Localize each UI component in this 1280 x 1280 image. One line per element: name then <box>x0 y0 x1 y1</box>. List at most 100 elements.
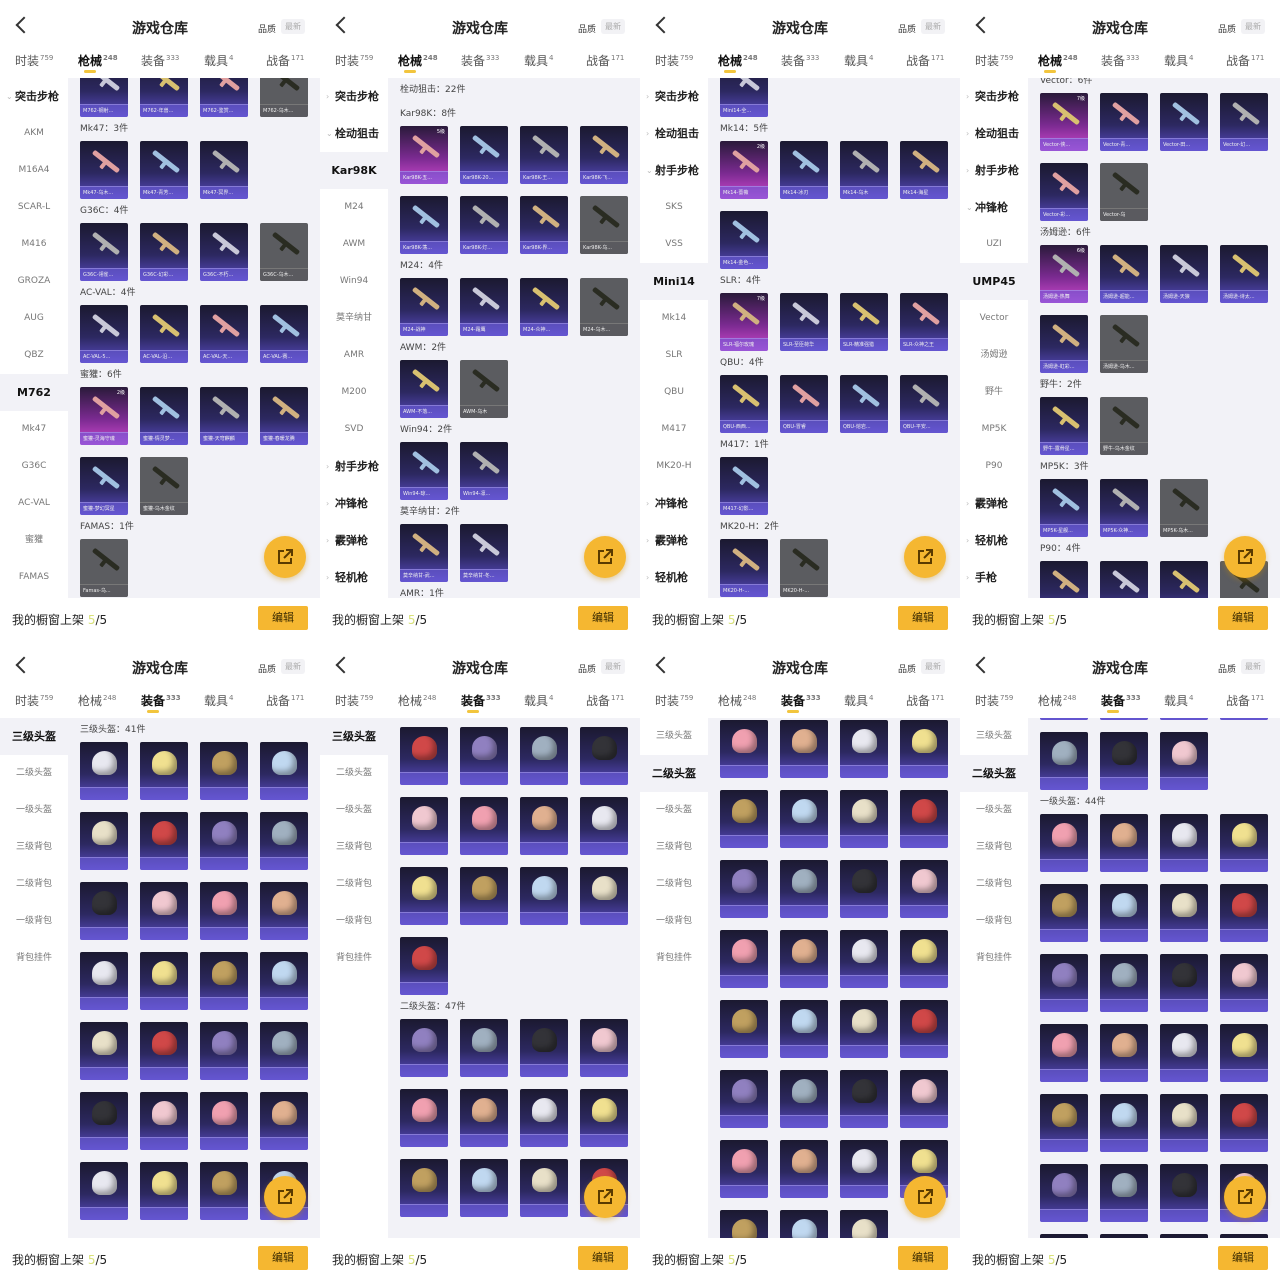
weapon-skin-item[interactable]: MP5K-星舰... <box>1040 479 1088 537</box>
helmet-item[interactable] <box>780 1070 828 1128</box>
weapon-skin-item[interactable]: M762-鉴赏... <box>200 78 248 117</box>
helmet-item[interactable] <box>580 1089 628 1147</box>
helmet-item[interactable] <box>1100 1164 1148 1222</box>
sort-newest-button[interactable]: 最新 <box>281 19 305 34</box>
helmet-item[interactable] <box>780 860 828 918</box>
helmet-item[interactable] <box>1040 732 1088 790</box>
helmet-item[interactable] <box>720 1000 768 1058</box>
tab-0[interactable]: 时装759 <box>15 692 53 709</box>
tab-2[interactable]: 装备333 <box>781 692 821 713</box>
sidebar-item[interactable]: M762 <box>0 374 68 411</box>
helmet-item[interactable] <box>140 1162 188 1220</box>
sidebar-item[interactable]: FAMAS <box>0 559 68 596</box>
helmet-item[interactable] <box>900 790 948 848</box>
sidebar-item[interactable]: MK20-H <box>640 448 708 485</box>
sidebar-item[interactable]: Kar98K <box>320 152 388 189</box>
helmet-item[interactable] <box>260 1022 308 1080</box>
helmet-item[interactable] <box>520 727 568 785</box>
sidebar-item[interactable]: Mk47 <box>0 411 68 448</box>
weapon-skin-item[interactable]: 5级 Kar98K-五... <box>400 126 448 184</box>
weapon-skin-item[interactable]: 蜜獾-乌木金纹 <box>140 457 188 515</box>
sidebar-item[interactable]: AUG <box>0 300 68 337</box>
helmet-item[interactable] <box>900 1070 948 1128</box>
helmet-item[interactable] <box>200 812 248 870</box>
helmet-item[interactable] <box>780 930 828 988</box>
weapon-skin-item[interactable]: M762-钢射... <box>80 78 128 117</box>
helmet-item[interactable] <box>840 1070 888 1128</box>
helmet-item[interactable] <box>900 1000 948 1058</box>
helmet-item[interactable] <box>720 720 768 778</box>
helmet-item[interactable] <box>520 1089 568 1147</box>
helmet-item[interactable] <box>80 882 128 940</box>
helmet-item[interactable] <box>840 930 888 988</box>
helmet-item[interactable] <box>200 1092 248 1150</box>
share-button[interactable] <box>584 1176 626 1218</box>
helmet-item[interactable] <box>140 952 188 1010</box>
sidebar-item[interactable]: 一级背包 <box>960 903 1028 940</box>
share-button[interactable] <box>584 536 626 578</box>
sidebar-item[interactable]: 三级背包 <box>320 829 388 866</box>
helmet-item[interactable] <box>780 1210 828 1238</box>
helmet-item[interactable] <box>460 727 508 785</box>
weapon-skin-item[interactable]: Mk14-金色... <box>720 211 768 269</box>
helmet-item[interactable] <box>840 1210 888 1238</box>
weapon-skin-item[interactable]: M762-乌木... <box>260 78 308 117</box>
weapon-skin-item[interactable]: Vector-幻... <box>1220 93 1268 151</box>
tab-1[interactable]: 枪械248 <box>398 52 438 73</box>
helmet-item[interactable] <box>140 882 188 940</box>
tab-1[interactable]: 枪械248 <box>78 52 118 73</box>
tab-4[interactable]: 战备171 <box>1226 52 1264 69</box>
sidebar-item[interactable]: AKM <box>0 115 68 152</box>
tab-4[interactable]: 战备171 <box>266 692 304 709</box>
edit-button[interactable]: 编辑 <box>578 606 628 630</box>
helmet-item[interactable] <box>80 1092 128 1150</box>
helmet-item[interactable] <box>580 1019 628 1077</box>
sidebar-item[interactable]: P90 <box>960 448 1028 485</box>
weapon-skin-item[interactable]: M24-乌木... <box>580 278 628 336</box>
sidebar-item[interactable]: 二级背包 <box>960 866 1028 903</box>
weapon-skin-item[interactable]: Win94-凛... <box>460 442 508 500</box>
sidebar-item[interactable]: 二级头盔 <box>640 755 708 792</box>
helmet-item[interactable] <box>1100 732 1148 790</box>
weapon-skin-item[interactable]: 7级 SLR-福尔玫瑰 <box>720 293 768 351</box>
tab-4[interactable]: 战备171 <box>906 52 944 69</box>
helmet-item[interactable] <box>80 952 128 1010</box>
sidebar-group[interactable]: ⌄ 栓动狙击 <box>320 115 388 152</box>
helmet-item[interactable] <box>900 930 948 988</box>
sidebar-item[interactable]: QBZ <box>0 337 68 374</box>
sidebar-item[interactable]: VSS <box>640 226 708 263</box>
weapon-skin-item[interactable]: QBU-平安... <box>900 375 948 433</box>
sort-newest-button[interactable]: 最新 <box>1241 659 1265 674</box>
sidebar-item[interactable]: 一级头盔 <box>320 792 388 829</box>
helmet-item[interactable] <box>780 790 828 848</box>
sidebar-item[interactable]: 一级头盔 <box>640 792 708 829</box>
tab-4[interactable]: 战备171 <box>1226 692 1264 709</box>
share-button[interactable] <box>904 536 946 578</box>
helmet-item[interactable] <box>1100 1094 1148 1152</box>
share-button[interactable] <box>904 1176 946 1218</box>
helmet-item[interactable] <box>520 867 568 925</box>
weapon-skin-item[interactable]: MK20-H-... <box>720 539 768 597</box>
weapon-skin-item[interactable]: 蜜獾-情灵梦... <box>140 387 188 445</box>
tab-2[interactable]: 装备333 <box>461 692 501 713</box>
helmet-item[interactable] <box>720 930 768 988</box>
helmet-item[interactable] <box>1100 954 1148 1012</box>
sort-quality-button[interactable]: 品质 <box>258 665 277 675</box>
sidebar-item[interactable]: 二级头盔 <box>0 755 68 792</box>
tab-1[interactable]: 枪械248 <box>78 692 116 709</box>
sort-newest-button[interactable]: 最新 <box>921 19 945 34</box>
weapon-skin-item[interactable]: Mk14-冰刃 <box>780 141 828 199</box>
sidebar-item[interactable]: UMP45 <box>960 263 1028 300</box>
sidebar-item[interactable]: GROZA <box>0 263 68 300</box>
sidebar-item[interactable]: G36C <box>0 448 68 485</box>
sort-newest-button[interactable]: 最新 <box>601 659 625 674</box>
helmet-item[interactable] <box>200 1162 248 1220</box>
sidebar-item[interactable]: QBU <box>640 374 708 411</box>
helmet-item[interactable] <box>1100 814 1148 872</box>
sidebar-item[interactable]: AWM <box>320 226 388 263</box>
weapon-skin-item[interactable]: 蜜獾-天穹麒麟 <box>200 387 248 445</box>
tab-1[interactable]: 枪械248 <box>1038 692 1076 709</box>
helmet-item[interactable] <box>780 720 828 778</box>
helmet-item[interactable] <box>1160 1164 1208 1222</box>
sort-newest-button[interactable]: 最新 <box>281 659 305 674</box>
